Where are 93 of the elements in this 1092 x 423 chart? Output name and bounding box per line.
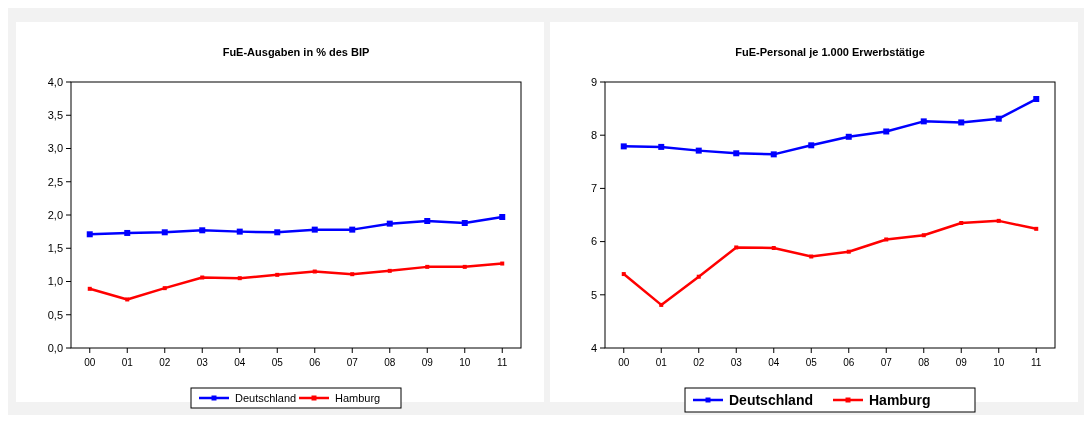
point <box>695 147 702 154</box>
point <box>237 276 242 281</box>
point <box>884 237 889 242</box>
y-tick-label: 8 <box>590 129 597 142</box>
point <box>425 264 430 269</box>
point <box>387 268 392 273</box>
point <box>659 302 664 307</box>
point <box>1034 226 1039 231</box>
y-tick-label: 6 <box>590 235 597 248</box>
point <box>921 233 926 238</box>
y-tick-label: 7 <box>590 182 597 195</box>
y-tick-label: 0,5 <box>47 308 63 321</box>
point <box>621 272 626 277</box>
y-tick-label: 3,0 <box>47 142 63 155</box>
point <box>274 229 281 236</box>
point <box>959 220 964 225</box>
point <box>734 245 739 250</box>
legend-label: Deutschland <box>235 391 297 404</box>
point <box>199 227 206 234</box>
point <box>995 115 1002 122</box>
x-tick-label: 00 <box>618 357 630 368</box>
point <box>86 231 93 238</box>
chart-title: FuE-Personal je 1.000 Erwerbstätige <box>735 46 925 58</box>
x-tick-label: 03 <box>730 357 743 368</box>
x-tick-label: 00 <box>84 357 96 368</box>
point <box>87 286 92 291</box>
x-tick-label: 04 <box>234 357 246 368</box>
point <box>236 228 243 235</box>
point <box>499 214 506 220</box>
y-tick-label: 1,5 <box>47 242 63 255</box>
legend-label: Deutschland <box>729 391 814 408</box>
point <box>461 219 468 226</box>
point <box>125 297 130 302</box>
point <box>808 142 815 149</box>
y-tick-label: 4 <box>590 341 597 354</box>
point <box>312 269 317 274</box>
point <box>311 226 318 233</box>
x-tick-label: 07 <box>880 357 893 368</box>
point <box>386 220 393 227</box>
chart-title: FuE-Ausgaben in % des BIP <box>222 46 370 58</box>
point <box>958 119 965 126</box>
point <box>809 254 814 259</box>
point <box>200 275 205 280</box>
point <box>124 229 131 236</box>
point <box>349 226 356 233</box>
x-tick-label: 05 <box>805 357 818 368</box>
x-tick-label: 05 <box>271 357 284 368</box>
y-tick-label: 0,0 <box>47 341 63 354</box>
x-tick-label: 10 <box>459 357 471 368</box>
point <box>424 217 431 224</box>
y-tick-label: 9 <box>590 75 597 88</box>
x-tick-label: 07 <box>346 357 359 368</box>
point <box>920 118 927 125</box>
point <box>883 128 890 135</box>
x-tick-label: 09 <box>421 357 434 368</box>
x-tick-label: 11 <box>497 357 508 368</box>
point <box>846 249 851 254</box>
point <box>696 274 701 279</box>
point <box>658 143 665 150</box>
point <box>1033 96 1040 103</box>
point <box>996 218 1001 223</box>
x-tick-label: 11 <box>1031 357 1042 368</box>
point <box>500 261 505 266</box>
legend-label: Hamburg <box>869 391 931 408</box>
legend-label: Hamburg <box>335 391 381 404</box>
point <box>620 143 627 150</box>
point <box>275 272 280 277</box>
y-tick-label: 4,0 <box>47 75 63 88</box>
point <box>162 286 167 291</box>
x-tick-label: 02 <box>693 357 705 368</box>
point <box>733 150 740 157</box>
x-tick-label: 01 <box>121 357 134 368</box>
x-tick-label: 02 <box>159 357 171 368</box>
x-tick-label: 09 <box>955 357 968 368</box>
y-tick-label: 1,0 <box>47 275 63 288</box>
x-tick-label: 10 <box>993 357 1005 368</box>
y-tick-label: 3,5 <box>47 109 63 122</box>
y-tick-label: 2,0 <box>47 208 63 221</box>
point <box>845 133 852 140</box>
y-tick-label: 2,5 <box>47 175 63 188</box>
point <box>771 245 776 250</box>
x-tick-label: 08 <box>918 357 930 368</box>
x-tick-label: 03 <box>196 357 209 368</box>
y-tick-label: 5 <box>590 288 597 301</box>
x-tick-label: 08 <box>384 357 396 368</box>
point <box>770 151 777 158</box>
point <box>161 229 168 236</box>
x-tick-label: 04 <box>768 357 780 368</box>
x-tick-label: 06 <box>843 357 855 368</box>
x-tick-label: 06 <box>309 357 321 368</box>
point <box>350 272 355 277</box>
x-tick-label: 01 <box>655 357 668 368</box>
point <box>462 264 467 269</box>
